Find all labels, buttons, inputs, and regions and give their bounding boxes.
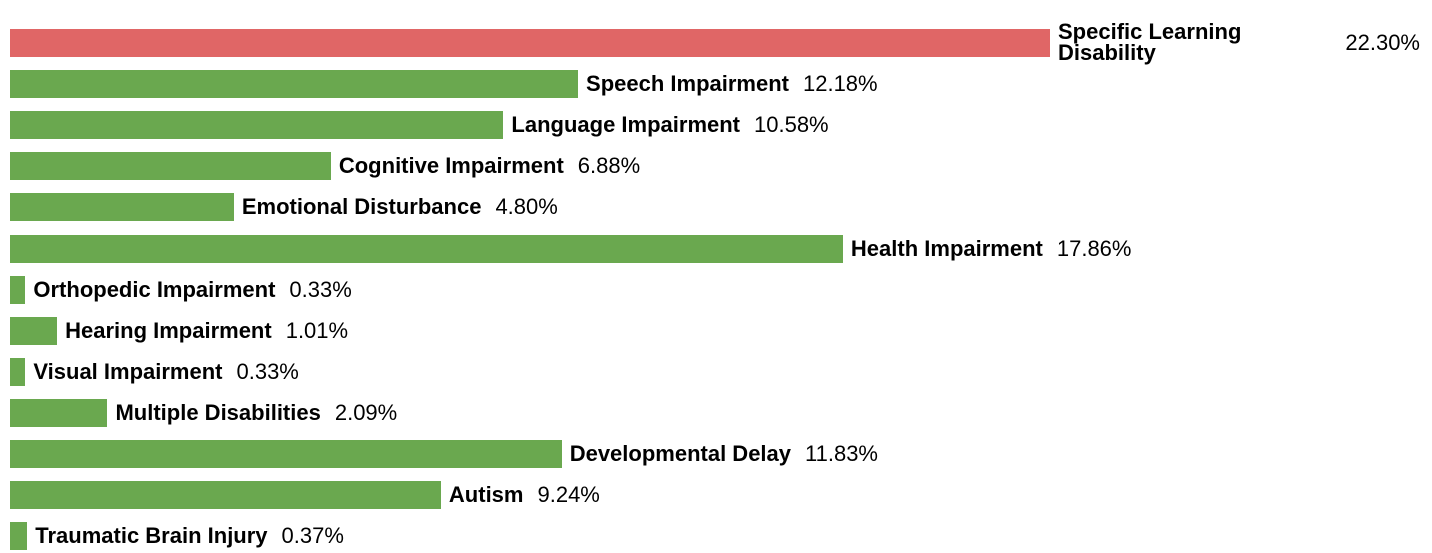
category-label: Autism xyxy=(448,482,524,508)
value-label: 4.80% xyxy=(495,194,558,220)
value-label: 11.83% xyxy=(805,441,878,466)
bar xyxy=(10,111,504,140)
category-label: Speech Impairment xyxy=(586,71,789,97)
bar xyxy=(10,70,579,99)
bar xyxy=(10,522,28,551)
category-label: Hearing Impairment xyxy=(65,317,272,343)
category-label: Orthopedic Impairment xyxy=(33,276,276,302)
category-label: Specific Learning Disability xyxy=(1058,19,1242,65)
value-label: 6.88% xyxy=(577,153,641,179)
bar-label: Language Impairment 10.58% xyxy=(511,112,828,138)
bar xyxy=(10,275,26,304)
category-label: Developmental Delay xyxy=(569,441,792,466)
value-label: 9.24% xyxy=(537,482,600,508)
bar-label: Hearing Impairment 1.01% xyxy=(65,318,348,344)
value-label: 2.09% xyxy=(334,399,398,425)
bar-label: Specific Learning Disability 22.30% xyxy=(1058,19,1420,65)
category-label: Traumatic Brain Injury xyxy=(35,523,268,549)
category-label: Visual Impairment xyxy=(33,358,223,384)
bar-label: Autism 9.24% xyxy=(449,482,600,508)
bar-label: Traumatic Brain Injury 0.37% xyxy=(35,523,344,549)
value-label: 1.01% xyxy=(285,317,349,343)
bar-label: Developmental Delay 11.83% xyxy=(570,441,878,467)
bar-label: Multiple Disabilities 2.09% xyxy=(115,400,397,426)
bar-label: Orthopedic Impairment 0.33% xyxy=(33,277,351,303)
bar xyxy=(10,398,108,427)
bar xyxy=(10,193,234,222)
bar xyxy=(10,440,562,468)
value-label: 12.18% xyxy=(802,71,878,97)
bar-label: Emotional Disturbance 4.80% xyxy=(242,194,558,220)
value-label: 17.86% xyxy=(1056,235,1132,261)
bar xyxy=(10,234,843,263)
category-label: Multiple Disabilities xyxy=(115,399,321,425)
value-label: 0.33% xyxy=(236,358,299,384)
value-label: 0.37% xyxy=(281,523,344,549)
category-label: Health Impairment xyxy=(850,235,1043,261)
value-label: 22.30% xyxy=(1345,30,1420,55)
category-label: Language Impairment xyxy=(511,112,740,138)
bar-label: Speech Impairment 12.18% xyxy=(586,71,878,97)
bar xyxy=(10,316,58,345)
value-label: 0.33% xyxy=(289,276,352,302)
category-label: Cognitive Impairment xyxy=(338,153,564,179)
bar-label: Visual Impairment 0.33% xyxy=(33,359,299,385)
value-label: 10.58% xyxy=(754,112,829,138)
bar xyxy=(10,357,26,386)
bar xyxy=(10,152,331,181)
category-label: Emotional Disturbance xyxy=(241,194,482,220)
bar-label: Cognitive Impairment 6.88% xyxy=(339,153,640,179)
bar xyxy=(10,29,1050,57)
bar-label: Health Impairment 17.86% xyxy=(851,236,1132,262)
bar xyxy=(10,481,441,510)
